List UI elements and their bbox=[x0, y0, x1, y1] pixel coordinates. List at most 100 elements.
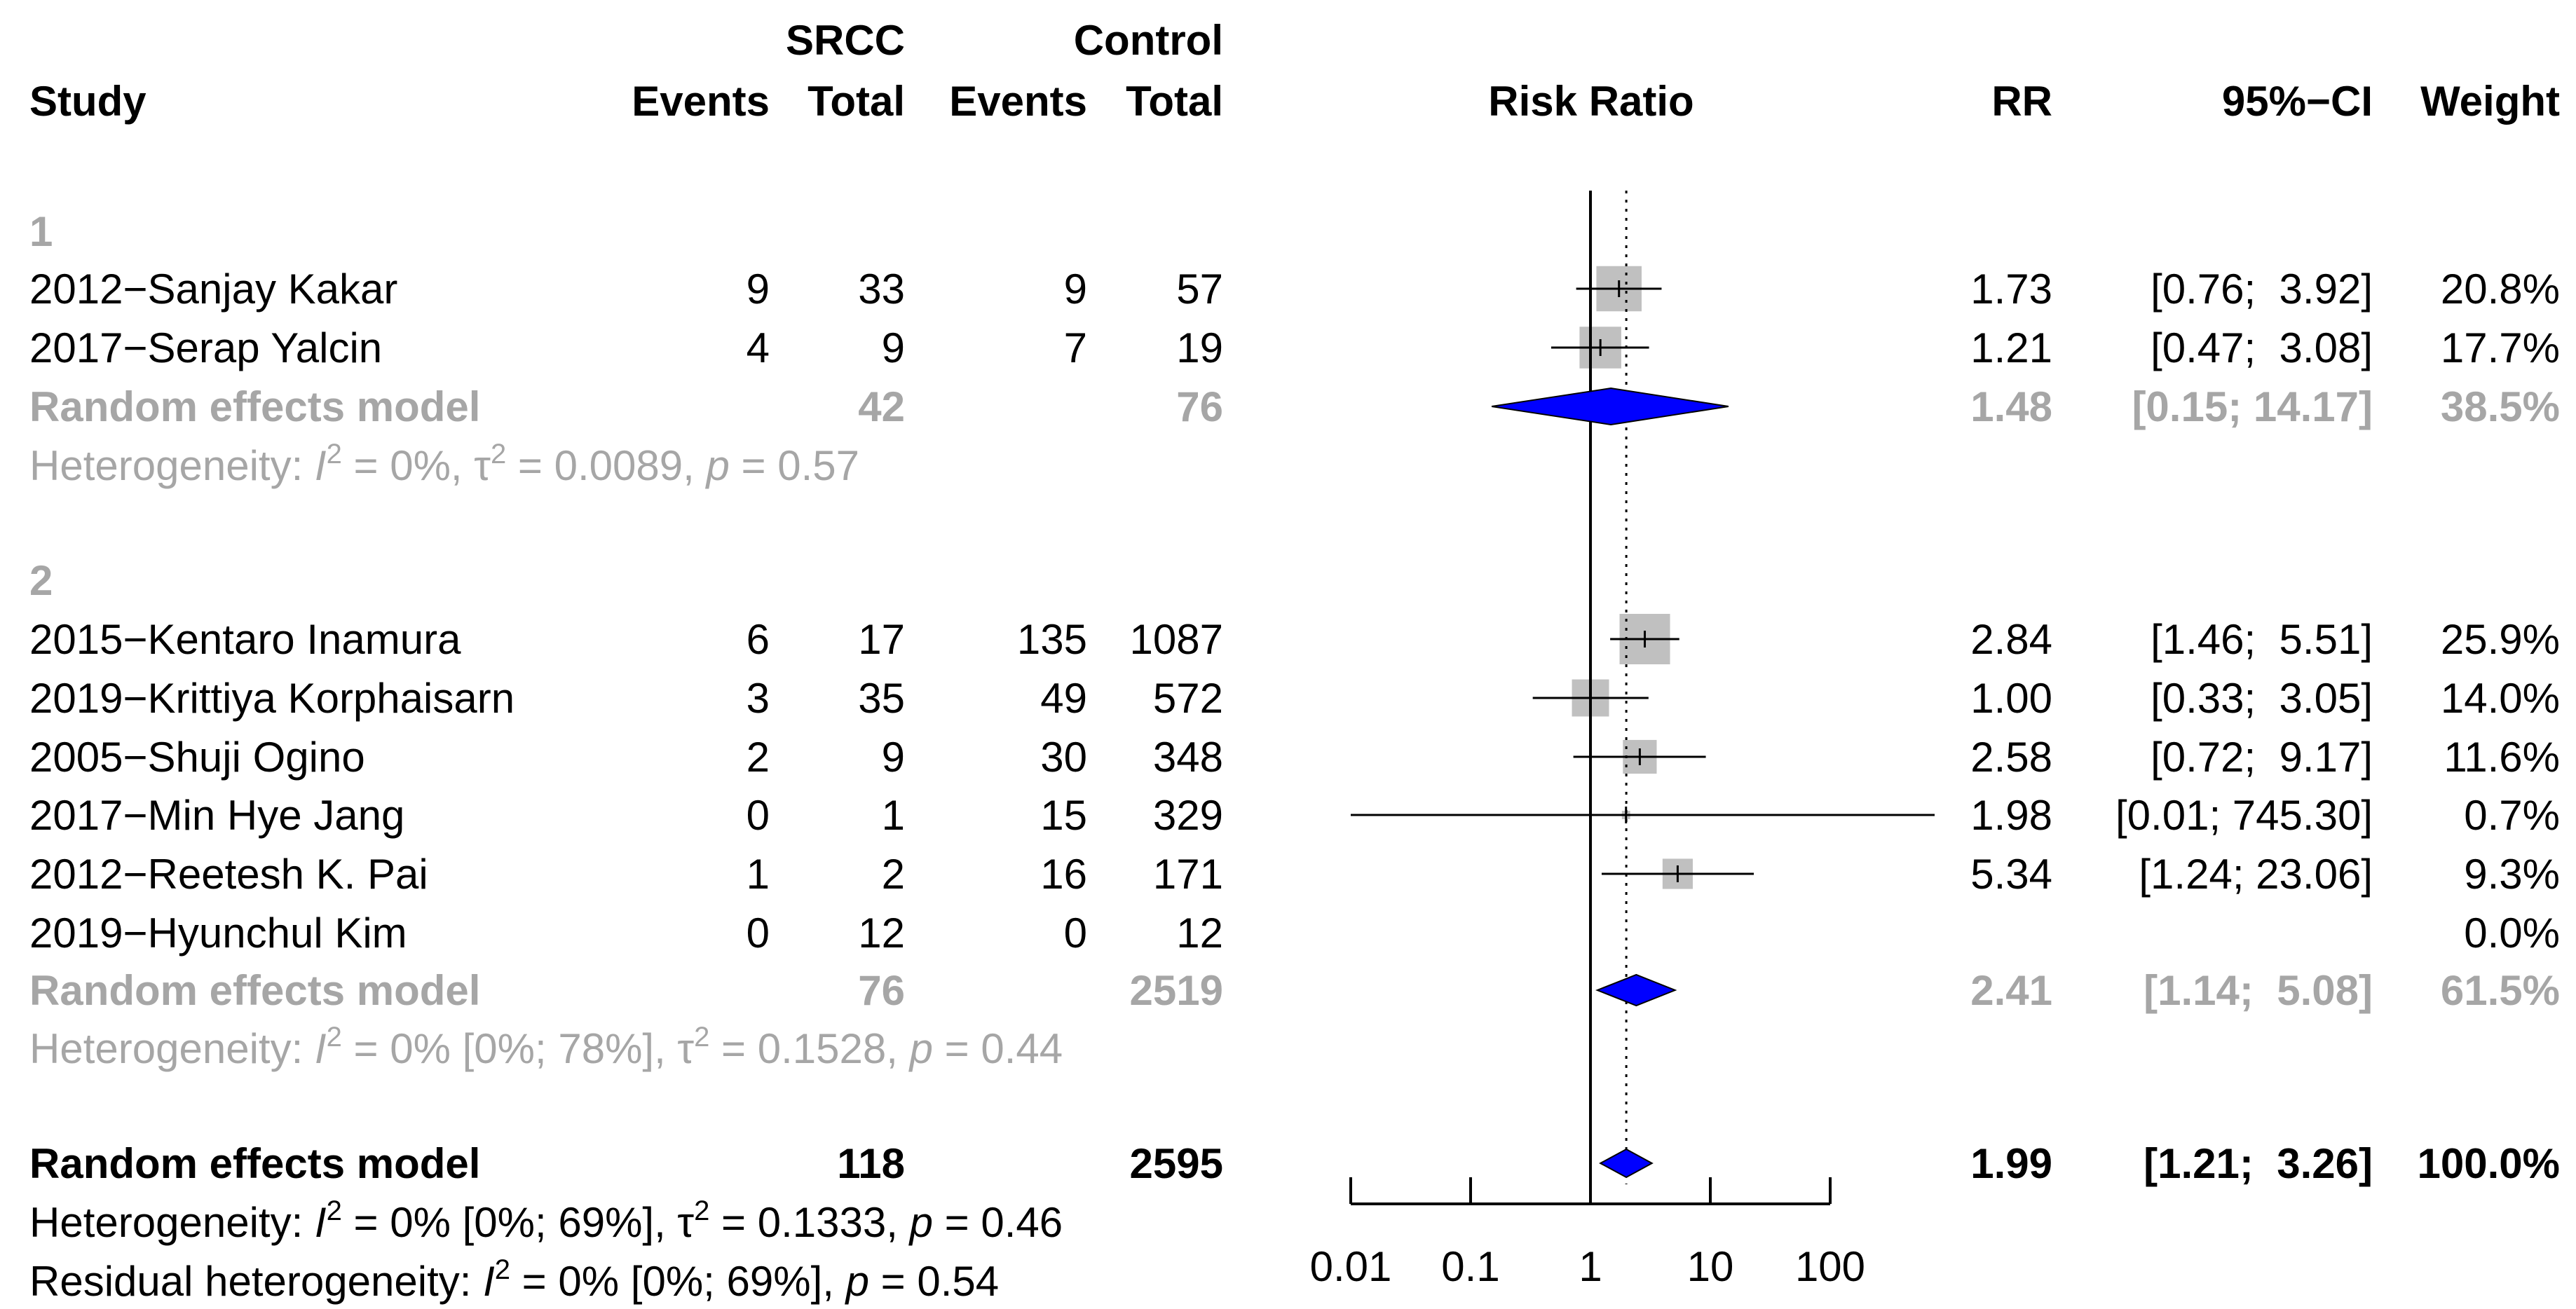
study-row-2-2-srcc-total: 35 bbox=[858, 675, 905, 722]
study-row-2-5-weight: 9.3% bbox=[2464, 851, 2560, 898]
study-row-2-3-rr: 2.58 bbox=[1970, 734, 2052, 781]
subgroup-1-label: 1 bbox=[29, 208, 53, 255]
subgroup-2-heterogeneity-tau-value: = 0.1528, bbox=[709, 1025, 909, 1072]
overall-model-weight: 100.0% bbox=[2418, 1140, 2561, 1187]
subgroup-2-model-rr: 2.41 bbox=[1970, 967, 2052, 1014]
subgroup-1-heterogeneity-prefix: Heterogeneity: bbox=[29, 442, 315, 489]
subgroup-2-heterogeneity-i2: I bbox=[315, 1025, 327, 1072]
study-row-2-2-control-total: 572 bbox=[1153, 675, 1223, 722]
study-row-2-4-weight: 0.7% bbox=[2464, 792, 2560, 839]
residual-heterogeneity-i2: I bbox=[483, 1258, 495, 1305]
subgroup-2-diamond bbox=[1595, 973, 1677, 1007]
study-row-2-5-rr: 5.34 bbox=[1970, 851, 2052, 898]
study-row-1-1-ci: [0.76; 3.92] bbox=[2151, 266, 2373, 313]
subgroup-2-heterogeneity-prefix: Heterogeneity: bbox=[29, 1025, 315, 1072]
study-row-1-2-rr: 1.21 bbox=[1970, 324, 2052, 371]
subgroup-1-model-ci: [0.15; 14.17] bbox=[2132, 383, 2373, 430]
study-row-2-2-control-events: 49 bbox=[1040, 675, 1087, 722]
subgroup-1-model-rr: 1.48 bbox=[1970, 383, 2052, 430]
study-row-2-3-control-total: 348 bbox=[1153, 734, 1223, 781]
overall-heterogeneity-i2-sup: 2 bbox=[327, 1195, 342, 1226]
header-weight: Weight bbox=[2420, 78, 2560, 125]
study-row-2-2-weight: 14.0% bbox=[2441, 675, 2560, 722]
header-study: Study bbox=[29, 78, 146, 125]
subgroup-2-model-weight: 61.5% bbox=[2441, 967, 2560, 1014]
overall-heterogeneity-p: p bbox=[908, 1199, 933, 1246]
study-row-2-3-name: 2005−Shuji Ogino bbox=[29, 734, 365, 781]
subgroup-2-model-control-total: 2519 bbox=[1130, 967, 1223, 1014]
study-row-2-2-srcc-events: 3 bbox=[747, 675, 770, 722]
subgroup-1-heterogeneity: Heterogeneity: I2 = 0%, τ2 = 0.0089, p =… bbox=[29, 439, 859, 489]
overall-heterogeneity-i2: I bbox=[315, 1199, 327, 1246]
subgroup-1-heterogeneity-i2: I bbox=[315, 442, 327, 489]
subgroup-1-heterogeneity-tau-value: = 0.0089, bbox=[506, 442, 706, 489]
study-row-2-1-rr: 2.84 bbox=[1970, 616, 2052, 663]
subgroup-1-model-srcc-total: 42 bbox=[858, 383, 905, 430]
study-row-2-1-control-total: 1087 bbox=[1130, 616, 1223, 663]
study-row-1-2-name: 2017−Serap Yalcin bbox=[29, 324, 382, 371]
overall-heterogeneity-p-value: = 0.46 bbox=[933, 1199, 1063, 1246]
subgroup-1-model-weight: 38.5% bbox=[2441, 383, 2560, 430]
study-row-2-1-ci: [1.46; 5.51] bbox=[2151, 616, 2373, 663]
study-row-1-2-srcc-total: 9 bbox=[882, 324, 905, 371]
header-srcc-events: Events bbox=[632, 78, 770, 125]
subgroup-1-model-label: Random effects model bbox=[29, 383, 480, 430]
study-row-2-2-name: 2019−Krittiya Korphaisarn bbox=[29, 675, 514, 722]
overall-model-label: Random effects model bbox=[29, 1140, 480, 1187]
study-row-2-3-srcc-events: 2 bbox=[747, 734, 770, 781]
study-row-2-4-srcc-events: 0 bbox=[747, 792, 770, 839]
overall-heterogeneity-i2-value: = 0% [0%; 69%], bbox=[342, 1199, 678, 1246]
study-row-2-4-srcc-total: 1 bbox=[882, 792, 905, 839]
residual-heterogeneity-prefix: Residual heterogeneity: bbox=[29, 1258, 483, 1305]
x-axis-tick-label-3: 1 bbox=[1579, 1243, 1602, 1290]
study-row-1-2-ci: [0.47; 3.08] bbox=[2151, 324, 2373, 371]
study-row-2-5-ci: [1.24; 23.06] bbox=[2139, 851, 2373, 898]
header-ci: 95%−CI bbox=[2222, 78, 2373, 125]
subgroup-2-heterogeneity-i2-sup: 2 bbox=[327, 1022, 342, 1053]
subgroup-1-model-control-total: 76 bbox=[1176, 383, 1223, 430]
overall-heterogeneity-tau: τ bbox=[677, 1199, 694, 1246]
overall-model-srcc-total: 118 bbox=[837, 1140, 905, 1187]
study-row-2-6-srcc-total: 12 bbox=[858, 910, 905, 957]
study-row-2-5-srcc-events: 1 bbox=[747, 851, 770, 898]
overall-heterogeneity-tau-sup: 2 bbox=[694, 1195, 709, 1226]
overall-heterogeneity-prefix: Heterogeneity: bbox=[29, 1199, 315, 1246]
header-srcc-total: Total bbox=[807, 78, 905, 125]
header-rr: RR bbox=[1991, 78, 2052, 125]
overall-model-control-total: 2595 bbox=[1130, 1140, 1223, 1187]
study-row-1-1-name: 2012−Sanjay Kakar bbox=[29, 266, 397, 313]
header-srcc: SRCC bbox=[786, 17, 905, 64]
study-row-1-1-rr: 1.73 bbox=[1970, 266, 2052, 313]
study-row-2-4-rr: 1.98 bbox=[1970, 792, 2052, 839]
subgroup-2-model-srcc-total: 76 bbox=[858, 967, 905, 1014]
study-row-1-1-srcc-total: 33 bbox=[858, 266, 905, 313]
study-row-2-1-srcc-total: 17 bbox=[858, 616, 905, 663]
study-row-2-5-srcc-total: 2 bbox=[882, 851, 905, 898]
study-row-1-1-srcc-events: 9 bbox=[747, 266, 770, 313]
overall-heterogeneity-tau-value: = 0.1333, bbox=[709, 1199, 909, 1246]
x-axis-tick-label-5: 100 bbox=[1795, 1243, 1865, 1290]
subgroup-1-heterogeneity-p-value: = 0.57 bbox=[730, 442, 859, 489]
residual-heterogeneity-p: p bbox=[845, 1258, 869, 1305]
residual-heterogeneity-i2-sup: 2 bbox=[495, 1254, 510, 1285]
x-axis-tick-label-1: 0.01 bbox=[1310, 1243, 1392, 1290]
study-row-2-4-control-events: 15 bbox=[1040, 792, 1087, 839]
study-row-2-3-srcc-total: 9 bbox=[882, 734, 905, 781]
header-control-events: Events bbox=[949, 78, 1087, 125]
overall-diamond bbox=[1599, 1148, 1654, 1179]
study-row-1-1-weight: 20.8% bbox=[2441, 266, 2560, 313]
subgroup-2-heterogeneity-tau-sup: 2 bbox=[694, 1022, 709, 1053]
subgroup-2-heterogeneity-tau: τ bbox=[677, 1025, 694, 1072]
study-row-2-4-name: 2017−Min Hye Jang bbox=[29, 792, 404, 839]
study-row-1-2-control-events: 7 bbox=[1064, 324, 1087, 371]
overall-model-rr: 1.99 bbox=[1970, 1140, 2052, 1187]
study-row-1-2-weight: 17.7% bbox=[2441, 324, 2560, 371]
overall-heterogeneity: Heterogeneity: I2 = 0% [0%; 69%], τ2 = 0… bbox=[29, 1195, 1063, 1246]
study-row-2-2-ci: [0.33; 3.05] bbox=[2151, 675, 2373, 722]
study-row-2-6-name: 2019−Hyunchul Kim bbox=[29, 910, 407, 957]
residual-heterogeneity-i2-value: = 0% [0%; 69%], bbox=[510, 1258, 846, 1305]
study-row-2-5-control-events: 16 bbox=[1040, 851, 1087, 898]
study-row-2-5-control-total: 171 bbox=[1153, 851, 1223, 898]
